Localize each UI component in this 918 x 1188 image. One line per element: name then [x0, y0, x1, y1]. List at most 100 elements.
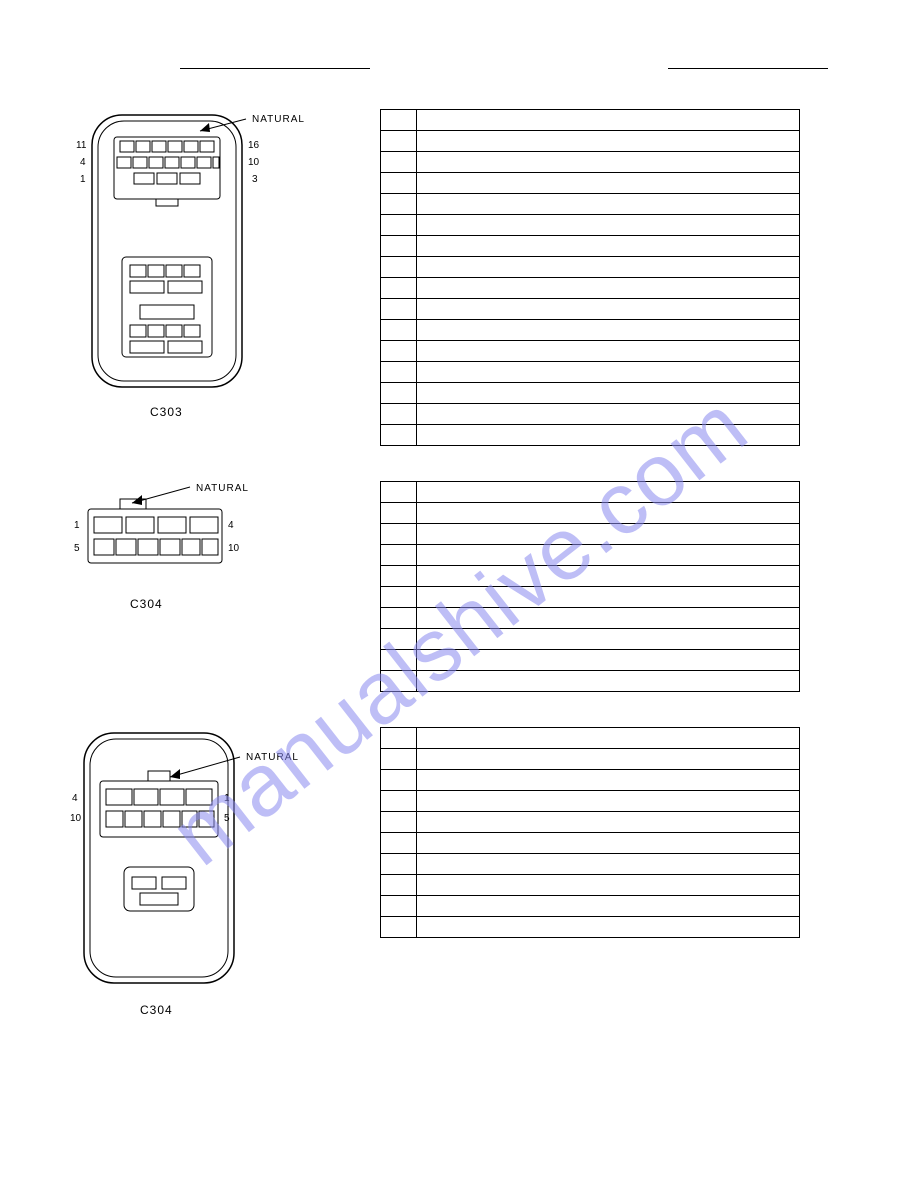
table-row — [381, 299, 800, 320]
pin-label: 10 — [228, 543, 240, 554]
tbody — [381, 110, 800, 446]
cell-desc — [417, 425, 800, 446]
cell-desc — [417, 278, 800, 299]
cell-desc — [417, 728, 800, 749]
table-row — [381, 215, 800, 236]
cell-cavity — [381, 650, 417, 671]
header — [70, 55, 848, 69]
table-row — [381, 917, 800, 938]
cell-desc — [417, 791, 800, 812]
pin-label: 5 — [224, 813, 230, 824]
table-row — [381, 791, 800, 812]
cell-cavity — [381, 215, 417, 236]
cell-cavity — [381, 173, 417, 194]
header-rule-left — [180, 55, 370, 69]
table-row — [381, 173, 800, 194]
cell-cavity — [381, 299, 417, 320]
section-c303: NATURAL 11 4 1 16 — [70, 109, 848, 446]
table-row — [381, 812, 800, 833]
pin-label: 3 — [252, 174, 258, 185]
cell-cavity — [381, 770, 417, 791]
cell-desc — [417, 341, 800, 362]
cell-cavity — [381, 152, 417, 173]
table-row — [381, 131, 800, 152]
cell-cavity — [381, 728, 417, 749]
cell-desc — [417, 110, 800, 131]
cell-desc — [417, 257, 800, 278]
table-row — [381, 320, 800, 341]
cell-desc — [417, 650, 800, 671]
pinout-table-c303 — [380, 109, 800, 446]
cell-desc — [417, 383, 800, 404]
pin-label: 11 — [76, 140, 87, 151]
cell-desc — [417, 608, 800, 629]
cell-desc — [417, 749, 800, 770]
cell-cavity — [381, 671, 417, 692]
cell-cavity — [381, 749, 417, 770]
cell-cavity — [381, 131, 417, 152]
table-row — [381, 770, 800, 791]
cell-desc — [417, 896, 800, 917]
cell-cavity — [381, 362, 417, 383]
connector-diagram-c303: NATURAL 11 4 1 16 — [70, 109, 330, 399]
cell-cavity — [381, 320, 417, 341]
cell-desc — [417, 545, 800, 566]
cell-desc — [417, 404, 800, 425]
cell-cavity — [381, 236, 417, 257]
cell-cavity — [381, 278, 417, 299]
pinout-table-c304a — [380, 481, 800, 692]
tbody — [381, 482, 800, 692]
table-row — [381, 152, 800, 173]
pin-label: 4 — [228, 520, 234, 531]
cell-cavity — [381, 194, 417, 215]
cell-cavity — [381, 629, 417, 650]
connector-label: C304 — [140, 1003, 173, 1017]
natural-label: NATURAL — [252, 114, 305, 125]
cell-desc — [417, 320, 800, 341]
pin-label: 4 — [72, 793, 78, 804]
connector-label: C304 — [130, 597, 163, 611]
cell-cavity — [381, 587, 417, 608]
pin-label: 1 — [80, 174, 86, 185]
table-row — [381, 341, 800, 362]
cell-cavity — [381, 917, 417, 938]
cell-cavity — [381, 425, 417, 446]
cell-cavity — [381, 791, 417, 812]
table-row — [381, 671, 800, 692]
cell-desc — [417, 812, 800, 833]
cell-desc — [417, 152, 800, 173]
pin-label: 1 — [74, 520, 80, 531]
cell-cavity — [381, 608, 417, 629]
cell-desc — [417, 503, 800, 524]
table-row — [381, 728, 800, 749]
table-col-3 — [380, 727, 848, 938]
cell-desc — [417, 173, 800, 194]
diagram-col-2: NATURAL 1 5 4 10 C304 — [70, 481, 380, 611]
cell-desc — [417, 629, 800, 650]
section-c304b: NATURAL 4 10 1 5 C3 — [70, 727, 848, 1017]
cell-desc — [417, 215, 800, 236]
cell-cavity — [381, 875, 417, 896]
table-row — [381, 425, 800, 446]
diagram-col-3: NATURAL 4 10 1 5 C3 — [70, 727, 380, 1017]
section-c304a: NATURAL 1 5 4 10 C304 — [70, 481, 848, 692]
connector-diagram-c304a: NATURAL 1 5 4 10 — [70, 481, 300, 591]
table-row — [381, 257, 800, 278]
cell-cavity — [381, 257, 417, 278]
table-row — [381, 875, 800, 896]
table-col-2 — [380, 481, 848, 692]
cell-desc — [417, 587, 800, 608]
connector-label: C303 — [150, 405, 183, 419]
cell-desc — [417, 524, 800, 545]
cell-desc — [417, 770, 800, 791]
table-row — [381, 896, 800, 917]
cell-cavity — [381, 812, 417, 833]
cell-desc — [417, 671, 800, 692]
table-row — [381, 194, 800, 215]
cell-cavity — [381, 545, 417, 566]
cell-desc — [417, 131, 800, 152]
cell-desc — [417, 854, 800, 875]
table-row — [381, 650, 800, 671]
natural-label: NATURAL — [196, 483, 249, 494]
cell-desc — [417, 299, 800, 320]
